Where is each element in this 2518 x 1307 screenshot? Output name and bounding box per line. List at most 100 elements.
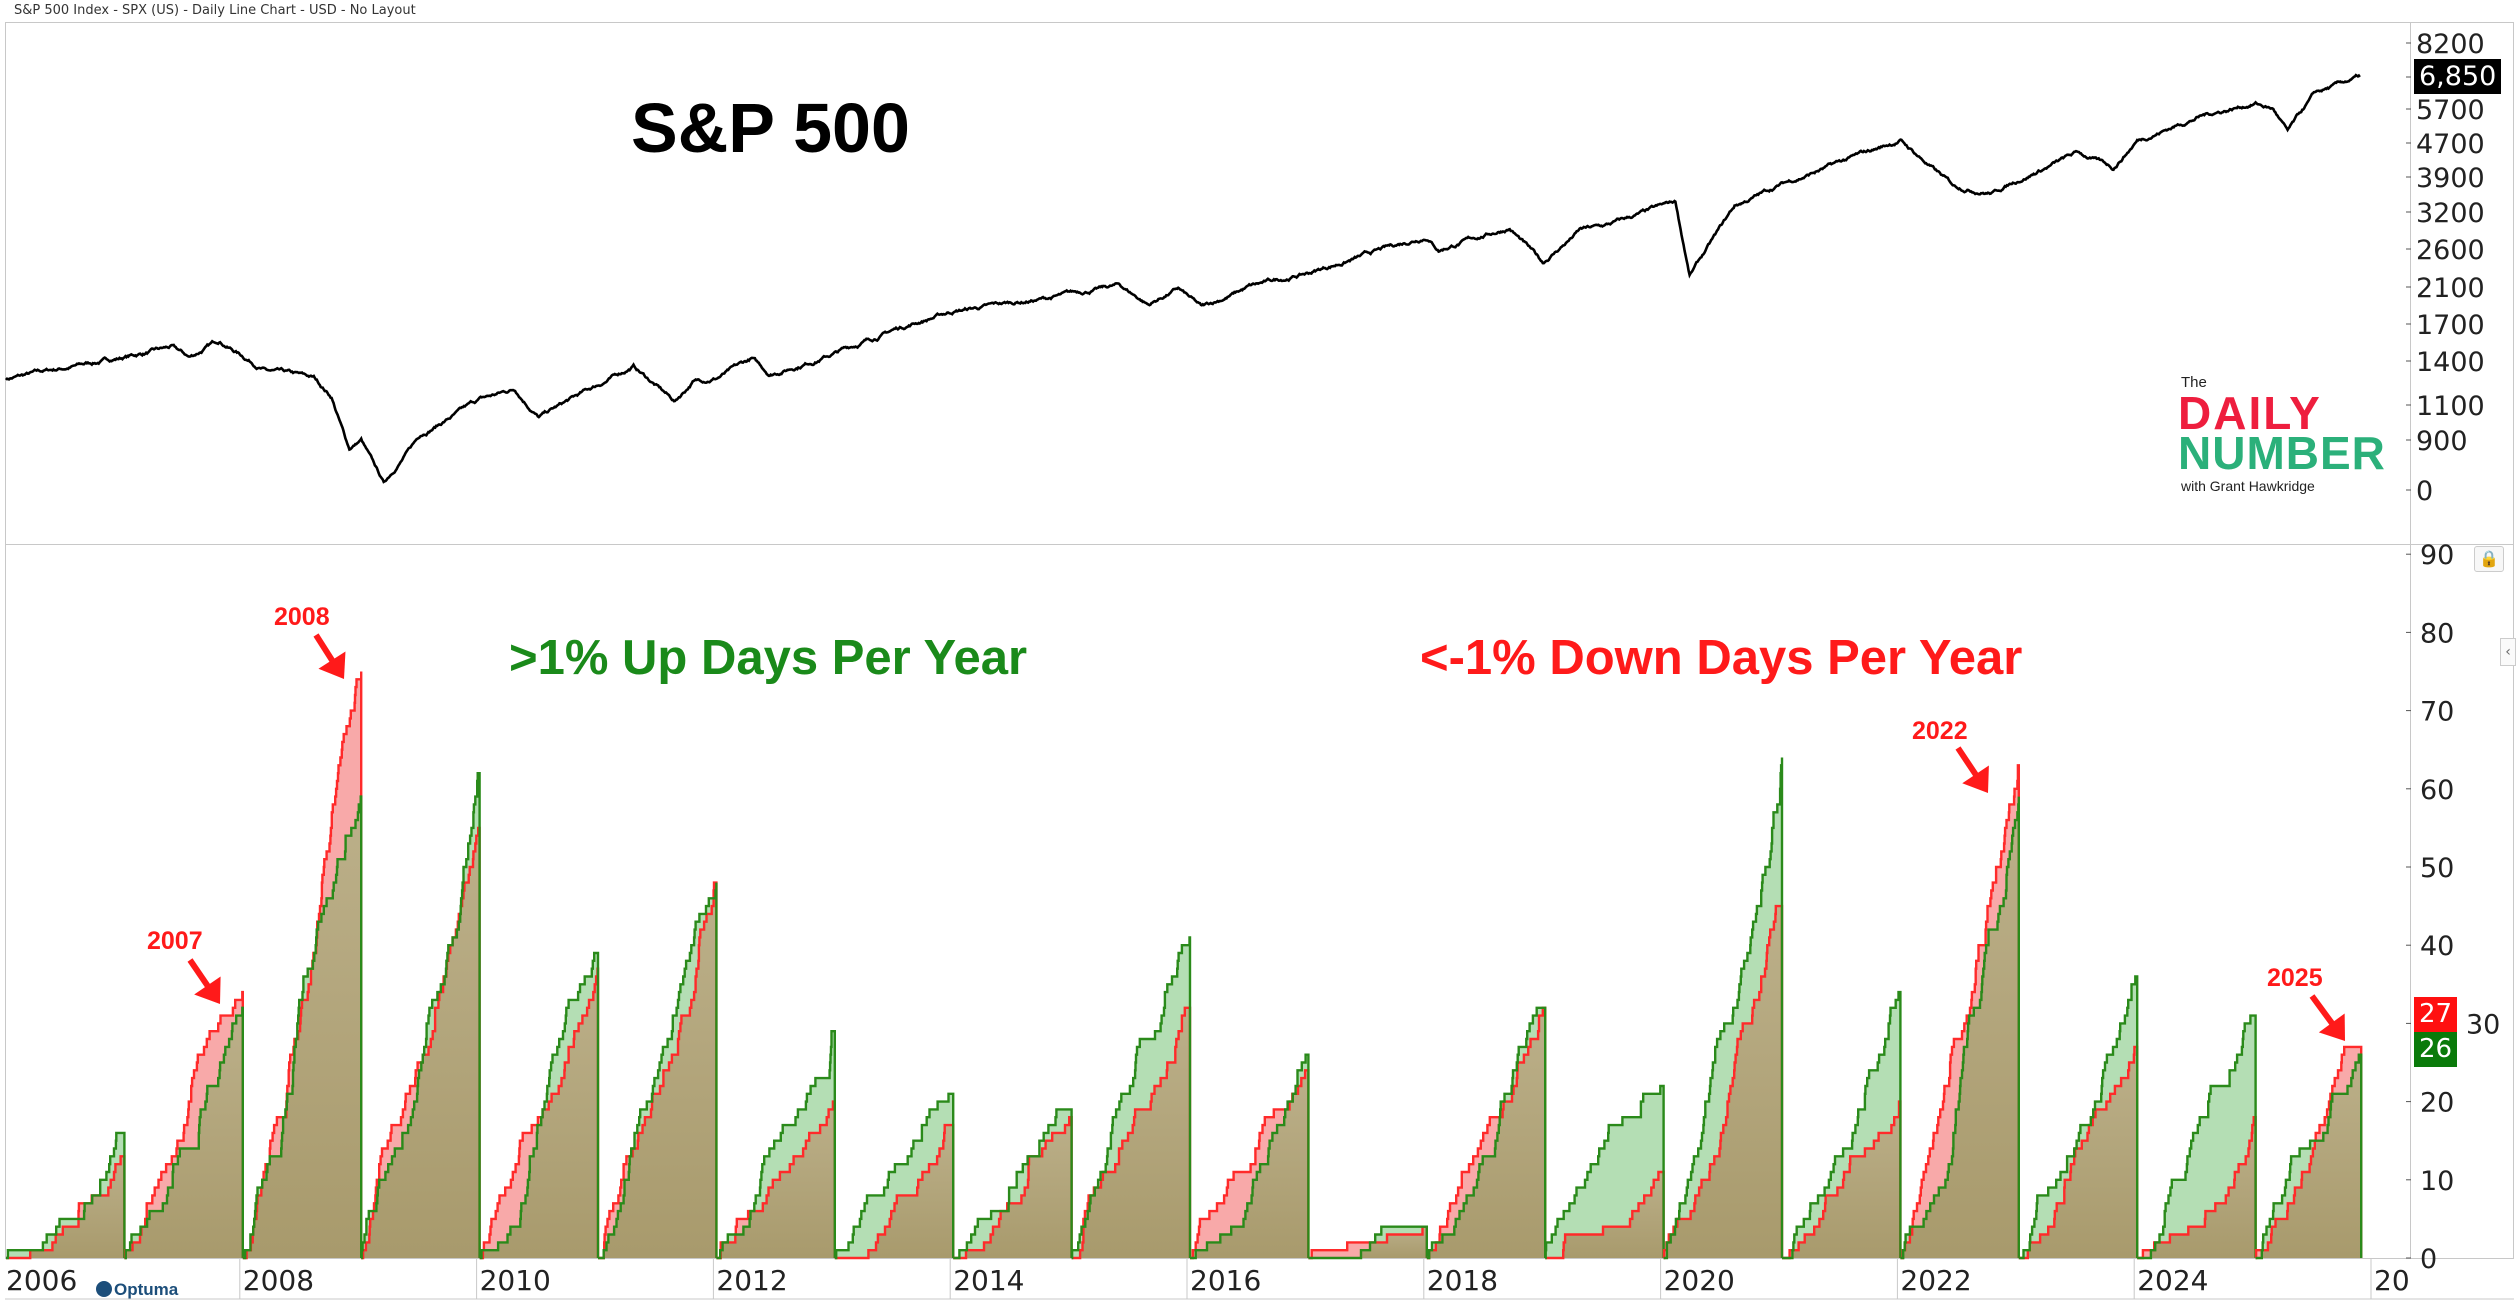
overlap-area-2011 (598, 882, 717, 1258)
up-days-line-2012 (716, 1030, 836, 1260)
x-tick-label: 2008 (243, 1264, 314, 1297)
up-days-line-2019 (1544, 1084, 1665, 1260)
overlap-area-2014 (953, 1117, 1072, 1258)
chart-header-title: S&P 500 Index - SPX (US) - Daily Line Ch… (14, 3, 416, 18)
x-tick-label: 2012 (716, 1264, 787, 1297)
down-days-line-2017 (1308, 1225, 1428, 1260)
up-days-line-2010 (479, 951, 600, 1260)
down-days-line-2010 (479, 967, 600, 1260)
spx-y-tick-label: 3900 (2416, 163, 2485, 194)
annotation-arrowhead (318, 651, 346, 679)
annotation-2007: 2007 (147, 927, 203, 955)
logo-daily: DAILY (2178, 387, 2322, 439)
overlap-area-2019 (1545, 1172, 1664, 1258)
up-days-line-2018 (1426, 1006, 1547, 1260)
up-days-last-tag: 26 (2414, 1032, 2458, 1067)
updown-y-tick-label: 90 (2420, 540, 2454, 571)
annotation-arrowhead (194, 976, 221, 1004)
up-days-line-2006 (6, 1131, 126, 1260)
spx-y-tick-label: 0 (2416, 476, 2433, 507)
spx-price-line (5, 73, 2361, 484)
lock-icon[interactable]: 🔒 (2474, 546, 2504, 572)
optuma-logo: Optuma (96, 1280, 178, 1300)
spx-y-tick-label: 2600 (2416, 235, 2485, 266)
annotation-2022: 2022 (1912, 717, 1968, 745)
x-tick-label: 2014 (953, 1264, 1024, 1297)
down-days-title: <-1% Down Days Per Year (1420, 631, 2023, 685)
spx-y-tick-label: 3200 (2416, 198, 2485, 229)
spx-y-tick-label: 1700 (2416, 310, 2485, 341)
chevron-left-icon[interactable]: ‹ (2500, 638, 2516, 666)
updown-y-tick-label: 30 (2466, 1009, 2500, 1040)
up-days-line-2013 (834, 1092, 955, 1260)
overlap-area-2020 (1663, 906, 1782, 1258)
spx-last-value-tag: 6,850 (2414, 59, 2502, 94)
updown-y-tick-label: 0 (2420, 1244, 2437, 1275)
updown-y-tick-label: 20 (2420, 1088, 2454, 1119)
down-days-line-2012 (716, 1100, 836, 1260)
down-days-line-2014 (953, 1116, 1073, 1260)
up-days-line-2020 (1663, 757, 1784, 1260)
up-days-line-2024 (2137, 1014, 2257, 1260)
updown-y-tick-label: 40 (2420, 931, 2454, 962)
logo-byline: with Grant Hawkridge (2181, 478, 2315, 494)
x-tick-label: 2024 (2137, 1264, 2208, 1297)
updown-y-tick-label: 10 (2420, 1166, 2454, 1197)
up-days-line-2017 (1308, 1225, 1428, 1260)
spx-y-tick-label: 4700 (2416, 129, 2485, 160)
up-days-line-2015 (1070, 936, 1192, 1260)
logo-the: The (2181, 374, 2207, 391)
up-days-line-2023 (2018, 975, 2139, 1260)
x-tick-label: 2020 (1664, 1264, 1735, 1297)
logo-number: NUMBER (2178, 427, 2386, 479)
updown-y-tick-label: 80 (2420, 618, 2454, 649)
x-tick-label: 2022 (1900, 1264, 1971, 1297)
up-days-line-2022 (1900, 796, 2020, 1260)
overlap-area-2022 (1900, 796, 2019, 1258)
up-days-line-2016 (1190, 1053, 1310, 1260)
down-days-line-2018 (1426, 1006, 1547, 1260)
down-days-line-2021 (1782, 1100, 1902, 1260)
down-days-line-2016 (1190, 1069, 1310, 1260)
spx-y-tick-label: 1100 (2416, 391, 2485, 422)
annotation-2008: 2008 (274, 603, 330, 631)
spx-y-tick-label: 1400 (2416, 347, 2485, 378)
spx-y-tick-label: 5700 (2416, 95, 2485, 126)
down-days-line-2025 (2254, 1045, 2363, 1260)
up-days-line-2025 (2255, 1053, 2363, 1260)
overlap-area-2021 (1782, 1101, 1901, 1258)
annotation-arrowhead (2318, 1013, 2345, 1041)
spx-title: S&P 500 (631, 89, 910, 167)
up-days-line-2008 (242, 795, 363, 1260)
annotation-2025: 2025 (2267, 964, 2323, 992)
updown-y-tick-label: 60 (2420, 775, 2454, 806)
updown-days-panel[interactable] (5, 544, 2514, 1259)
updown-y-tick-label: 70 (2420, 697, 2454, 728)
spx-y-tick-label: 900 (2416, 426, 2468, 457)
updown-y-tick-label: 50 (2420, 853, 2454, 884)
down-days-line-2019 (1545, 1170, 1665, 1260)
optuma-brand: Optuma (114, 1280, 179, 1299)
x-tick-label: 2018 (1427, 1264, 1498, 1297)
spx-y-tick-label: 8200 (2416, 29, 2485, 60)
x-tick-label: 20 (2374, 1264, 2410, 1297)
down-days-line-2006 (6, 1155, 126, 1260)
up-days-line-2021 (1782, 990, 1902, 1260)
down-days-line-2011 (598, 881, 718, 1260)
down-days-line-2022 (1900, 764, 2020, 1260)
overlap-area-2016 (1190, 1070, 1309, 1258)
overlap-area-2007 (124, 1007, 243, 1258)
spx-y-tick-label: 2100 (2416, 273, 2485, 304)
overlap-area-2024 (2137, 1117, 2256, 1258)
overlap-area-2018 (1426, 1007, 1546, 1258)
overlap-area-2008 (242, 796, 362, 1258)
overlap-area-2025 (2255, 1054, 2362, 1258)
up-days-title: >1% Up Days Per Year (509, 631, 1028, 685)
overlap-area-2006 (6, 1156, 125, 1258)
down-days-line-2013 (834, 1123, 955, 1260)
overlap-area-2013 (834, 1125, 954, 1258)
daily-number-logo: The DAILY NUMBER with Grant Hawkridge (2178, 374, 2413, 499)
annotation-arrowhead (1962, 765, 1989, 793)
down-days-line-2020 (1662, 904, 1784, 1260)
